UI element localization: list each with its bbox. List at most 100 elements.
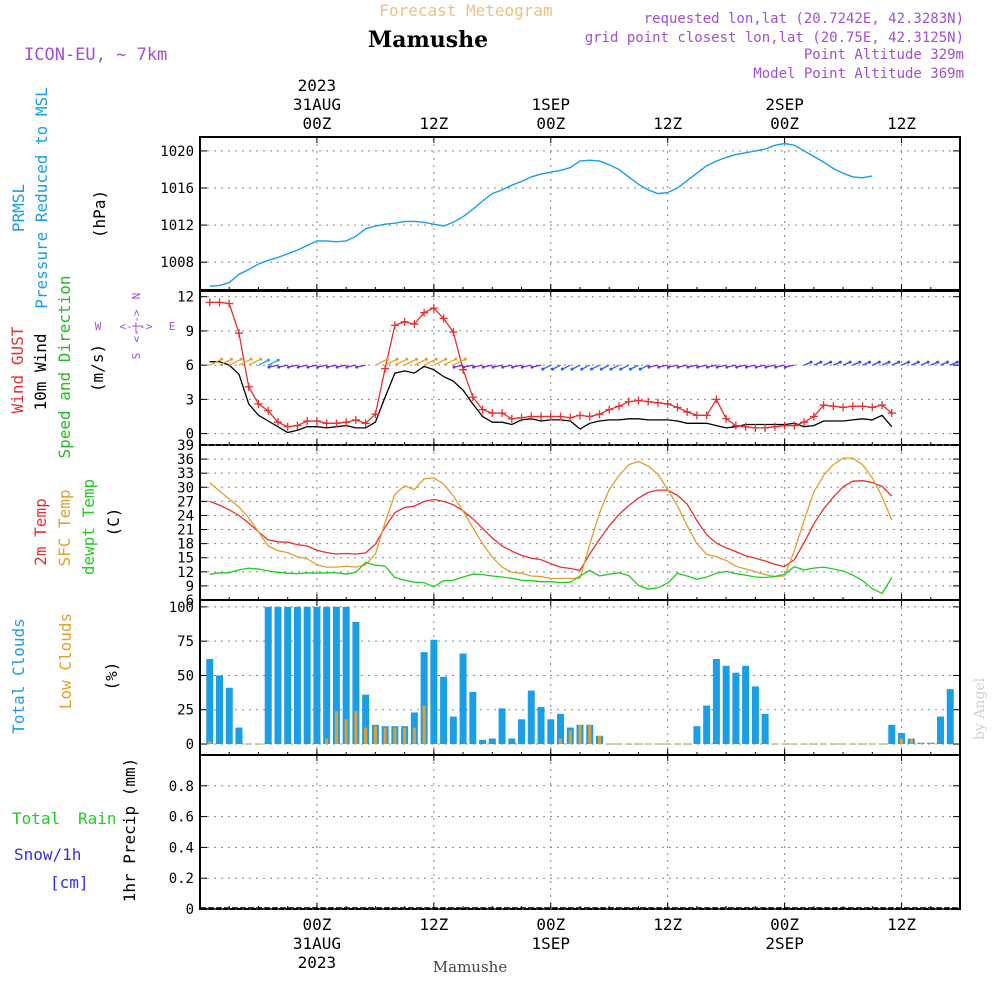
wind-dir-arrow (278, 364, 288, 368)
time-label: 2SEP (765, 95, 804, 114)
pressure-line (209, 142, 873, 287)
temp-ytick-label: 15 (177, 551, 194, 567)
top-title: Forecast Meteogram (379, 1, 552, 20)
wind-dir-arrowhead (638, 367, 642, 371)
wind-dir-arrowhead (848, 360, 852, 364)
low-cloud-bar (208, 741, 212, 745)
total-cloud-bar (557, 713, 565, 745)
wind-dir-arrowhead (424, 357, 428, 361)
total-cloud-bar (440, 676, 448, 745)
total-cloud-bar (293, 606, 301, 745)
gust-marker (234, 329, 243, 338)
gust-marker (595, 410, 604, 419)
gust-marker (390, 321, 399, 330)
wind-dir-arrow (687, 364, 698, 368)
total-cloud-bar (449, 716, 457, 745)
wind-dir-arrow (755, 364, 766, 368)
wind-dir-arrowhead (657, 365, 661, 369)
gust-marker (225, 299, 234, 308)
gust-marker (800, 418, 809, 427)
gust-marker (809, 412, 818, 421)
time-label: 12Z (887, 915, 916, 934)
precip-label-cm: [cm] (50, 873, 89, 892)
total-cloud-bar (342, 606, 350, 745)
total-cloud-bar (206, 658, 214, 745)
gust-marker (780, 421, 789, 430)
wind-dir-arrowhead (764, 365, 768, 369)
pressure-label-prmsl: PRMSL (9, 184, 28, 232)
gust-marker (420, 308, 429, 317)
wind-dir-arrowhead (754, 365, 758, 369)
time-label: 31AUG (293, 934, 341, 953)
wind-ytick-label: 0 (186, 427, 194, 443)
temp-ytick-label: 36 (177, 452, 194, 468)
wind-dir-arrow (697, 364, 707, 368)
gust-marker (722, 414, 731, 423)
wind-dir-arrowhead (570, 367, 574, 371)
time-label: 12Z (419, 114, 448, 133)
wind-dir-arrowhead (415, 357, 419, 361)
wind-dir-arrow (775, 364, 785, 368)
wind-dir-arrowhead (276, 358, 280, 362)
gust-marker (624, 397, 633, 406)
low-cloud-bar (588, 724, 592, 745)
precip-label-rain: Rain (78, 809, 117, 828)
gust-marker (303, 417, 312, 426)
wind-dir-arrow (433, 358, 447, 366)
total-cloud-bar (888, 724, 896, 745)
wind-dir-arrow (209, 358, 223, 366)
wind-dir-arrowhead (696, 365, 700, 369)
wind-dir-arrow (394, 358, 408, 366)
wind-dir-arrowhead (316, 365, 320, 369)
gust-marker (702, 411, 711, 420)
total-cloud-bar (469, 691, 477, 745)
pressure-ytick-label: 1020 (160, 144, 194, 160)
wind-dir-arrowhead (463, 357, 467, 361)
gust-marker (342, 418, 351, 427)
compass-arrow-v: <-|-> (130, 309, 143, 342)
gust-marker (673, 403, 682, 412)
time-label: 2SEP (765, 934, 804, 953)
temp-label-2m: 2m Temp (31, 498, 50, 565)
low-cloud-bar (325, 738, 329, 745)
time-label: 00Z (302, 114, 331, 133)
wind-dir-arrowhead (705, 365, 709, 369)
gust-marker (322, 419, 331, 428)
clouds-unit: (%) (102, 662, 121, 691)
wind-dir-arrowhead (666, 365, 670, 369)
wind-dir-arrowhead (306, 365, 310, 369)
wind-dir-arrow (423, 358, 437, 366)
wind-dir-arrow (765, 364, 776, 368)
wind-dir-arrow (356, 364, 366, 368)
wind-dir-arrowhead (858, 360, 862, 364)
time-label: 12Z (653, 114, 682, 133)
wind-dir-arrowhead (955, 360, 959, 364)
location-title: Mamushe (368, 27, 488, 53)
wind-dir-arrow (483, 364, 493, 368)
gust-marker (449, 328, 458, 337)
total-cloud-bar (323, 606, 331, 745)
wind-dir-arrow (375, 358, 388, 366)
wind-label-dir: Speed and Direction (55, 275, 74, 458)
gust-marker (790, 421, 799, 430)
gust-marker (215, 298, 224, 307)
clouds-ytick-label: 100 (169, 600, 194, 616)
wind-dir-arrowhead (472, 365, 476, 369)
gust-marker (585, 412, 594, 421)
gust-marker (712, 395, 721, 404)
wind-dir-arrowhead (628, 367, 632, 371)
dewpoint-line (209, 561, 893, 595)
precip-ytick-label: 0.6 (169, 810, 194, 826)
wind-dir-arrowhead (434, 357, 438, 361)
low-cloud-bar (403, 727, 407, 745)
total-cloud-bar (693, 726, 701, 745)
precip-ytick-label: 0.2 (169, 871, 194, 887)
low-cloud-bar (412, 727, 416, 745)
wind-dir-arrow (219, 358, 232, 366)
gust-marker (566, 413, 575, 422)
gust-marker (829, 402, 838, 411)
wind-dir-arrowhead (395, 357, 399, 361)
temp-ytick-label: 30 (177, 480, 194, 496)
